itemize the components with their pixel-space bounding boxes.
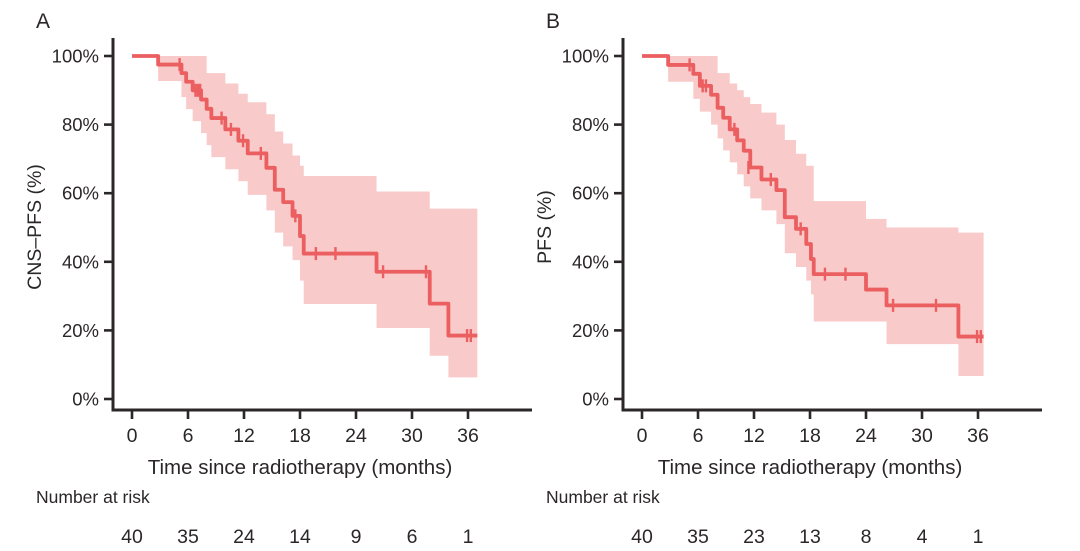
y-tick-label: 60% [62, 183, 99, 204]
risk-table-header: Number at risk [36, 487, 150, 507]
risk-table: Number at risk 40 35 23 13 8 4 1 [546, 487, 983, 548]
x-tick-label: 0 [637, 425, 648, 447]
y-tick-label: 40% [62, 251, 99, 272]
censor-marks [688, 58, 982, 344]
y-tick-label: 20% [62, 320, 99, 341]
y-tick-label: 80% [572, 114, 609, 135]
x-tick-label: 12 [233, 425, 255, 447]
x-tick-label: 30 [911, 425, 933, 447]
x-tick-label: 18 [289, 425, 311, 447]
survival-curve [642, 54, 984, 339]
y-tick-label: 80% [62, 114, 99, 135]
y-axis-title: PFS (%) [534, 190, 556, 264]
y-tick-label: 40% [572, 251, 609, 272]
y-tick-label: 0% [72, 389, 99, 410]
risk-count: 6 [407, 526, 418, 548]
x-tick-label: 24 [345, 425, 367, 447]
risk-table-header: Number at risk [546, 487, 660, 507]
risk-count: 40 [121, 526, 143, 548]
risk-count: 35 [687, 526, 709, 548]
y-tick-label: 100% [562, 46, 609, 67]
x-tick-label: 6 [183, 425, 194, 447]
x-tick-label: 36 [457, 425, 479, 447]
risk-count: 24 [233, 526, 255, 548]
panel-label: A [36, 10, 50, 33]
risk-count: 35 [177, 526, 199, 548]
survival-curve [132, 54, 478, 338]
risk-count: 9 [351, 526, 362, 548]
x-tick-label: 36 [967, 425, 989, 447]
x-axis-title: Time since radiotherapy (months) [148, 456, 453, 479]
x-axis-title: Time since radiotherapy (months) [658, 456, 963, 479]
x-tick-label: 6 [693, 425, 704, 447]
y-tick-label: 60% [572, 183, 609, 204]
y-tick-label: 0% [582, 389, 609, 410]
risk-count: 14 [289, 526, 311, 548]
y-tick-label: 20% [572, 320, 609, 341]
panel-label: B [546, 10, 560, 33]
x-tick-label: 0 [127, 425, 138, 447]
x-tick-label: 12 [743, 425, 765, 447]
risk-count: 40 [631, 526, 653, 548]
risk-count: 13 [799, 526, 821, 548]
risk-table: Number at risk 40 35 24 14 9 6 1 [36, 487, 473, 548]
y-tick-label: 100% [52, 46, 99, 67]
risk-count: 8 [861, 526, 872, 548]
risk-count: 4 [917, 526, 928, 548]
y-axis-title: CNS–PFS (%) [24, 164, 46, 290]
x-tick-label: 18 [799, 425, 821, 447]
confidence-band [668, 56, 984, 377]
x-tick-label: 24 [855, 425, 877, 447]
censor-marks [178, 58, 472, 343]
x-tick-label: 30 [401, 425, 423, 447]
risk-count: 1 [973, 526, 984, 548]
risk-count: 23 [743, 526, 765, 548]
risk-count: 1 [463, 526, 474, 548]
